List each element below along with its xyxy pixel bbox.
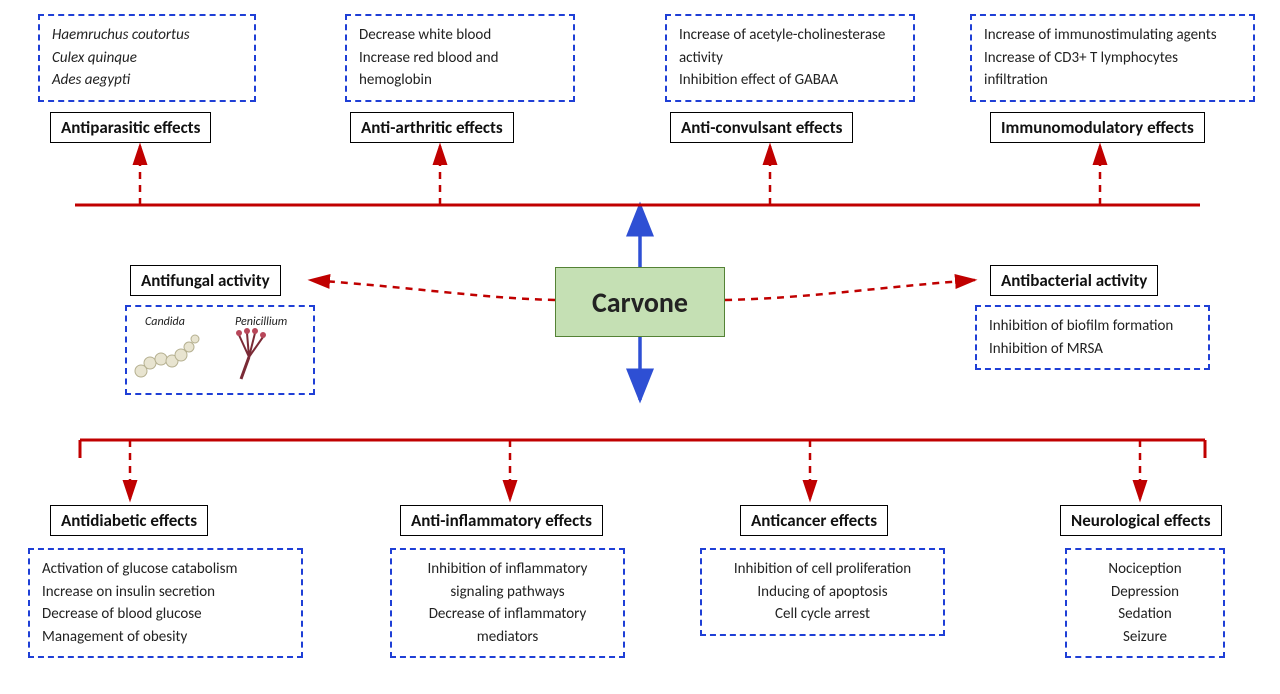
detail-antiarthritic: Decrease white blood Increase red blood … <box>345 14 575 102</box>
detail-line: Management of obesity <box>42 626 289 649</box>
detail-line: Decrease white blood <box>359 24 561 47</box>
label-antifungal: Antifungal activity <box>130 265 281 296</box>
label-antiinflammatory: Anti-inflammatory effects <box>400 505 603 536</box>
detail-line: Cell cycle arrest <box>714 603 931 626</box>
detail-antiinflammatory: Inhibition of inflammatory signaling pat… <box>390 548 625 658</box>
detail-line: Activation of glucose catabolism <box>42 558 289 581</box>
label-antibacterial: Antibacterial activity <box>990 265 1158 296</box>
label-antiarthritic: Anti-arthritic effects <box>350 112 514 143</box>
detail-line: Sedation <box>1079 603 1211 626</box>
label-anticancer: Anticancer effects <box>740 505 888 536</box>
detail-line: Culex quinque <box>52 47 242 70</box>
detail-line: Inhibition of cell proliferation <box>714 558 931 581</box>
detail-line: Increase of immunostimulating agents <box>984 24 1241 47</box>
detail-line: Inhibition of inflammatory signaling pat… <box>404 558 611 603</box>
detail-anticonvulsant: Increase of acetyle-cholinesterase activ… <box>665 14 915 102</box>
label-antidiabetic: Antidiabetic effects <box>50 505 208 536</box>
detail-line: Decrease of blood glucose <box>42 603 289 626</box>
label-antiparasitic: Antiparasitic effects <box>50 112 211 143</box>
detail-line: Haemruchus coutortus <box>52 24 242 47</box>
detail-anticancer: Inhibition of cell proliferation Inducin… <box>700 548 945 636</box>
center-label: Carvone <box>592 285 688 320</box>
detail-antiparasitic: Haemruchus coutortus Culex quinque Ades … <box>38 14 256 102</box>
detail-line: Seizure <box>1079 626 1211 649</box>
detail-line: Nociception <box>1079 558 1211 581</box>
detail-line: Inhibition effect of GABAA <box>679 69 901 92</box>
detail-neurological: Nociception Depression Sedation Seizure <box>1065 548 1225 658</box>
detail-line: Increase on insulin secretion <box>42 581 289 604</box>
detail-immunomodulatory: Increase of immunostimulating agents Inc… <box>970 14 1255 102</box>
detail-line: Depression <box>1079 581 1211 604</box>
organism-icons <box>131 323 309 393</box>
detail-line: Increase of acetyle-cholinesterase activ… <box>679 24 901 69</box>
detail-line: Increase of CD3+ T lymphocytes infiltrat… <box>984 47 1241 92</box>
detail-antidiabetic: Activation of glucose catabolism Increas… <box>28 548 303 658</box>
detail-line: Ades aegypti <box>52 69 242 92</box>
detail-line: Inhibition of biofilm formation <box>989 315 1196 338</box>
label-immunomodulatory: Immunomodulatory effects <box>990 112 1205 143</box>
detail-line: Increase red blood and hemoglobin <box>359 47 561 92</box>
detail-line: Decrease of inflammatory mediators <box>404 603 611 648</box>
detail-antifungal: Candida Penicillium <box>125 305 315 395</box>
label-neurological: Neurological effects <box>1060 505 1222 536</box>
label-anticonvulsant: Anti-convulsant effects <box>670 112 853 143</box>
center-node: Carvone <box>555 267 725 337</box>
detail-antibacterial: Inhibition of biofilm formation Inhibiti… <box>975 305 1210 370</box>
detail-line: Inducing of apoptosis <box>714 581 931 604</box>
detail-line: Inhibition of MRSA <box>989 338 1196 361</box>
